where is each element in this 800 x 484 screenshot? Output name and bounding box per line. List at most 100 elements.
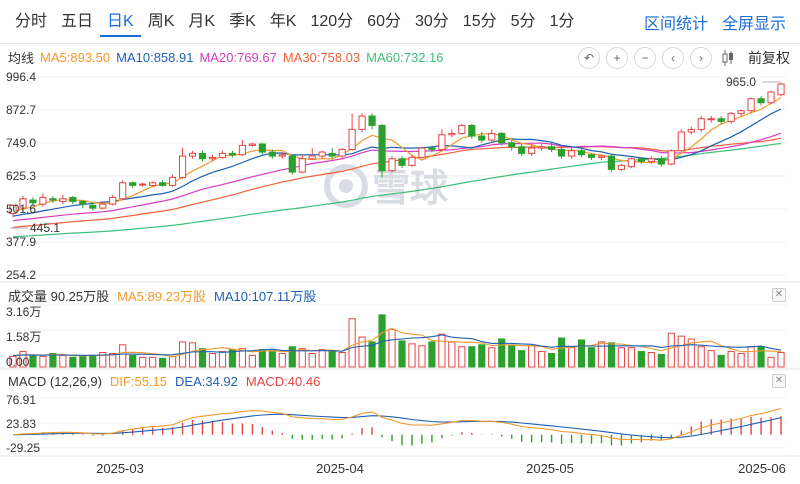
volume-bar bbox=[39, 355, 47, 368]
candle bbox=[49, 196, 57, 203]
volume-bar bbox=[737, 352, 745, 368]
candle bbox=[139, 182, 147, 187]
tab-3[interactable]: 周K bbox=[147, 13, 175, 30]
adjust-type-selector[interactable]: 前复权 bbox=[748, 50, 790, 66]
volume-bar bbox=[567, 347, 576, 368]
volume-bar bbox=[278, 352, 286, 368]
tab-10[interactable]: 15分 bbox=[462, 13, 497, 30]
volume-bar bbox=[548, 352, 556, 368]
volume-bar bbox=[607, 342, 616, 368]
volume-bar bbox=[458, 346, 466, 368]
candle-toggle-icon[interactable] bbox=[718, 47, 738, 69]
tab-4[interactable]: 月K bbox=[188, 13, 216, 30]
candle bbox=[398, 156, 406, 169]
volume-bar bbox=[59, 354, 67, 368]
tab-8[interactable]: 60分 bbox=[367, 13, 401, 30]
candle bbox=[717, 116, 725, 125]
volume-bar bbox=[727, 351, 735, 368]
candle bbox=[218, 150, 227, 159]
volume-bar bbox=[368, 341, 376, 368]
volume-bar bbox=[398, 340, 406, 368]
undo-icon[interactable]: ↶ bbox=[578, 47, 600, 69]
candle-body bbox=[208, 156, 217, 160]
candle bbox=[498, 132, 506, 146]
tab-11[interactable]: 5分 bbox=[510, 13, 536, 30]
volume-bar bbox=[687, 338, 695, 368]
candle bbox=[278, 152, 286, 159]
fullscreen-button[interactable]: 全屏显示 bbox=[721, 16, 786, 33]
candle-body bbox=[129, 182, 137, 186]
close-icon[interactable]: ✕ bbox=[772, 288, 786, 302]
price-tick-label: 501.6 bbox=[6, 202, 36, 216]
ma60-value: MA60:732.16 bbox=[366, 49, 444, 65]
candle bbox=[548, 142, 556, 153]
candle-body bbox=[408, 156, 416, 166]
volume-bar bbox=[358, 336, 366, 368]
candle-body bbox=[508, 142, 516, 148]
candle-body bbox=[647, 158, 655, 162]
candle bbox=[368, 113, 376, 130]
volume-bar bbox=[627, 347, 635, 368]
chevron-left-icon[interactable]: ‹ bbox=[662, 47, 684, 69]
volume-bar bbox=[697, 346, 705, 368]
volume-legend: 成交量 90.25万股 MA5:89.23万股 MA10:107.11万股 bbox=[8, 286, 324, 304]
volume-bar bbox=[767, 356, 775, 368]
tab-6[interactable]: 年K bbox=[269, 13, 297, 30]
date-tick-label: 2025-03 bbox=[96, 461, 144, 476]
candle-body bbox=[757, 98, 765, 104]
plus-icon[interactable]: + bbox=[606, 47, 628, 69]
volume-bar bbox=[288, 346, 296, 368]
candle bbox=[488, 129, 496, 143]
volume-bar bbox=[468, 346, 476, 368]
candle bbox=[258, 142, 266, 155]
candle-body bbox=[49, 198, 57, 201]
tab-5[interactable]: 季K bbox=[229, 13, 256, 30]
tab-7[interactable]: 120分 bbox=[310, 13, 354, 30]
tab-1[interactable]: 五日 bbox=[61, 13, 94, 30]
volume-bar bbox=[438, 333, 446, 368]
candle bbox=[109, 194, 117, 206]
date-axis: 2025-03 2025-04 2025-05 2025-06 bbox=[96, 461, 786, 476]
candle bbox=[478, 132, 486, 143]
volume-bar bbox=[747, 346, 755, 368]
ma30-value: MA30:758.03 bbox=[282, 49, 361, 65]
macd-tick-label: 76.91 bbox=[6, 393, 36, 407]
volume-bar bbox=[707, 350, 715, 368]
candle bbox=[587, 153, 596, 161]
tab-12[interactable]: 1分 bbox=[549, 13, 575, 30]
ma10-value: MA10:858.91 bbox=[116, 49, 194, 65]
macd-value: MACD:40.46 bbox=[245, 373, 321, 389]
candle-body bbox=[418, 147, 426, 158]
chevron-right-icon[interactable]: › bbox=[690, 47, 712, 69]
candle-body bbox=[338, 148, 346, 157]
candle-body bbox=[538, 146, 546, 149]
candle bbox=[99, 201, 107, 210]
candle-body bbox=[99, 203, 107, 209]
tab-2[interactable]: 日K bbox=[100, 7, 141, 37]
candle bbox=[637, 157, 645, 165]
candle bbox=[707, 116, 715, 123]
candle-body bbox=[39, 196, 47, 205]
candle bbox=[168, 174, 177, 187]
macd-dea: DEA:34.92 bbox=[175, 373, 238, 389]
candle-body bbox=[248, 143, 256, 146]
macd-title: MACD (12,26,9) bbox=[8, 373, 102, 389]
candle-body bbox=[298, 158, 306, 173]
volume-bar bbox=[647, 352, 655, 368]
minus-icon[interactable]: − bbox=[634, 47, 656, 69]
volume-bar bbox=[428, 341, 436, 368]
tab-0[interactable]: 分时 bbox=[15, 13, 48, 30]
period-tabs: 分时 五日 日K 周K 月K 季K 年K 120分 60分 30分 15分 5分 1分 bbox=[8, 0, 581, 44]
candle bbox=[388, 156, 396, 173]
candle bbox=[677, 129, 685, 153]
candle-body bbox=[278, 154, 286, 157]
candle bbox=[89, 202, 97, 211]
close-icon[interactable]: ✕ bbox=[772, 374, 786, 388]
tab-9[interactable]: 30分 bbox=[414, 13, 449, 30]
volume-bar bbox=[248, 354, 256, 368]
candle bbox=[567, 148, 576, 159]
candle bbox=[747, 97, 755, 114]
range-stats-button[interactable]: 区间统计 bbox=[643, 16, 708, 33]
ma20-value: MA20:769.67 bbox=[199, 49, 277, 65]
